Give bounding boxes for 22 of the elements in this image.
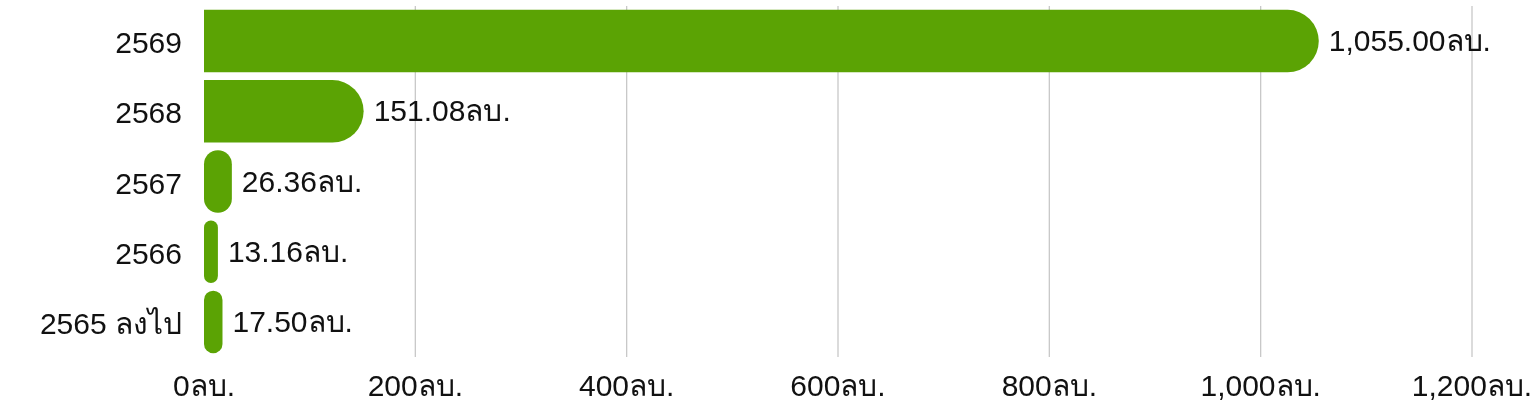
bar bbox=[204, 9, 1319, 73]
bar bbox=[204, 220, 218, 283]
bar bbox=[204, 290, 223, 354]
x-tick-label: 400ลบ. bbox=[578, 369, 675, 402]
x-tick-label: 0ลบ. bbox=[172, 369, 236, 402]
data-label: 17.50ลบ. bbox=[232, 304, 353, 338]
data-label: 151.08ลบ. bbox=[373, 94, 511, 128]
y-tick-label: 2565 ลงไป bbox=[39, 305, 182, 340]
y-tick-label: 2567 bbox=[115, 166, 182, 200]
y-tick-label: 2569 bbox=[115, 26, 182, 60]
y-tick-label: 2568 bbox=[115, 96, 182, 130]
y-tick-label: 2566 bbox=[115, 236, 182, 270]
data-label: 26.36ลบ. bbox=[241, 164, 363, 198]
bar bbox=[204, 80, 364, 143]
bar bbox=[204, 150, 232, 213]
x-tick-label: 800ลบ. bbox=[1001, 369, 1098, 402]
x-tick-label: 600ลบ. bbox=[790, 369, 886, 402]
data-label: 13.16ลบ. bbox=[227, 234, 349, 268]
x-tick-label: 1,000ลบ. bbox=[1200, 369, 1321, 402]
x-tick-label: 1,200ลบ. bbox=[1411, 369, 1533, 402]
data-label: 1,055.00ลบ. bbox=[1328, 24, 1491, 58]
x-tick-label: 200ลบ. bbox=[367, 369, 464, 402]
